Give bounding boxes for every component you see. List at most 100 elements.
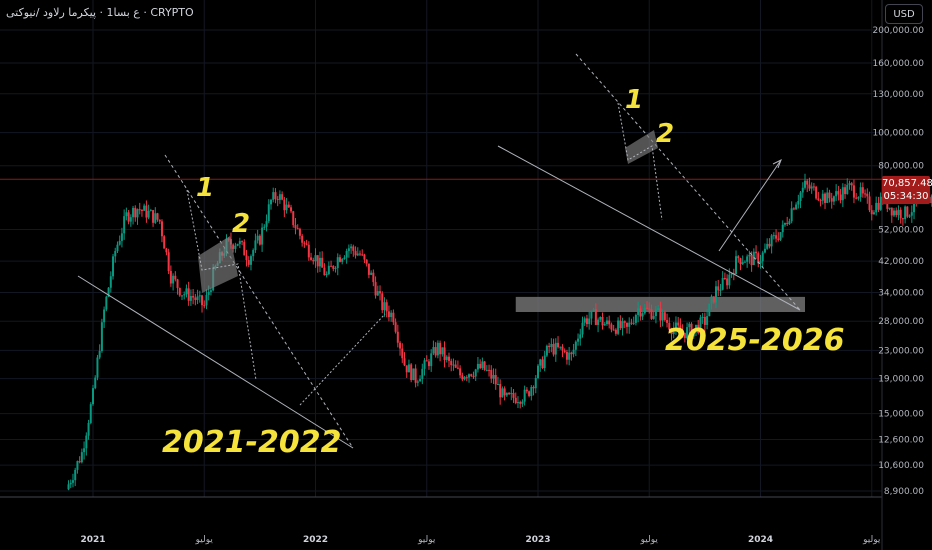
candle-body-115	[323, 267, 326, 276]
candle-body-147	[394, 322, 397, 332]
candle-body-328	[797, 201, 800, 205]
candle-body-164	[432, 347, 435, 354]
candle-body-356	[859, 187, 862, 198]
currency-button[interactable]: USD	[885, 4, 923, 24]
candle-body-230	[579, 334, 582, 339]
candle-body-192	[494, 374, 497, 385]
x-tick-label-3: 2022	[303, 535, 328, 545]
candle-body-30	[134, 207, 137, 218]
candle-body-156	[414, 368, 417, 383]
candle-body-216	[548, 345, 551, 348]
candle-body-80	[245, 255, 248, 261]
candle-body-23	[118, 240, 121, 245]
candle-body-227	[572, 349, 575, 355]
candle-body-205	[523, 389, 526, 402]
candle-body-340	[824, 193, 827, 203]
x-tick-label-1: 2021	[80, 535, 105, 545]
candle-body-42	[160, 221, 163, 237]
candle-body-349	[844, 187, 847, 195]
candle-body-185	[479, 363, 482, 369]
candle-body-45	[167, 252, 170, 271]
candle-body-173	[452, 364, 455, 366]
wave-2-box-right	[625, 130, 658, 164]
candle-body-148	[396, 331, 399, 343]
candle-body-168	[441, 347, 444, 355]
candle-body-201	[514, 397, 517, 404]
candle-body-122	[338, 257, 341, 262]
current-price-tag: 70,857.48 05:34:30	[882, 176, 932, 204]
candle-body-21	[114, 251, 117, 257]
candle-body-204	[521, 401, 524, 404]
y-tick-label-10: 19,000.00	[878, 375, 924, 385]
candle-body-31	[136, 209, 139, 218]
candle-body-339	[821, 193, 824, 201]
candle-body-241	[603, 324, 606, 326]
candle-body-240	[601, 317, 604, 326]
candle-body-327	[795, 204, 798, 210]
candle-body-243	[608, 320, 611, 325]
candle-body-158	[419, 378, 422, 382]
candle-body-196	[503, 388, 506, 396]
symbol-title[interactable]: ع بسا1 · پیکرما رلاود /نیوکتی · CRYPTO	[6, 6, 194, 19]
candle-body-77	[238, 241, 241, 244]
candle-body-82	[249, 256, 252, 265]
candle-body-234	[588, 318, 591, 325]
candle-body-306	[748, 254, 751, 257]
candle-body-237	[594, 309, 597, 325]
candle-body-50	[178, 287, 181, 296]
candle-body-114	[321, 257, 324, 268]
candle-body-225	[568, 352, 571, 360]
candle-body-167	[439, 342, 442, 355]
candle-body-325	[790, 208, 793, 222]
candle-body-171	[448, 356, 450, 361]
candle-body-281	[692, 329, 695, 337]
candle-body-245	[612, 329, 615, 331]
candle-body-84	[254, 240, 257, 251]
candle-body-112	[316, 255, 319, 267]
candle-body-290	[712, 296, 715, 303]
candle-body-107	[305, 243, 308, 245]
candle-body-5	[78, 461, 81, 463]
candle-body-197	[505, 392, 508, 396]
candle-body-91	[270, 199, 272, 205]
candle-body-274	[677, 322, 680, 326]
candle-body-155	[412, 368, 415, 381]
candle-body-92	[272, 192, 275, 200]
candle-body-154	[410, 364, 413, 381]
candle-body-373	[897, 209, 900, 216]
candle-body-141	[381, 293, 384, 311]
candle-body-136	[370, 272, 373, 275]
candle-body-11	[92, 388, 94, 405]
candle-body-143	[385, 302, 388, 312]
wave-annotations: 1 2 1 2 2021-2022 2025-2026	[162, 85, 844, 460]
candle-body-180	[468, 374, 471, 378]
candle-body-38	[152, 210, 155, 223]
candle-body-279	[688, 323, 691, 328]
candle-body-350	[846, 184, 849, 195]
candle-body-160	[423, 360, 426, 369]
candle-body-132	[361, 254, 364, 256]
trend-lines	[77, 53, 801, 449]
candle-body-105	[301, 235, 304, 243]
candle-body-231	[581, 322, 584, 335]
candle-body-359	[866, 193, 869, 197]
y-tick-label-4: 80,000.00	[878, 162, 924, 172]
candle-body-49	[176, 279, 179, 288]
candle-body-157	[416, 381, 419, 383]
recovery-line-left	[299, 313, 386, 406]
candle-body-111	[314, 255, 317, 262]
x-tick-label-8: يوليو	[862, 535, 881, 545]
candle-body-187	[483, 361, 486, 370]
projection-arrow-right	[718, 159, 782, 252]
x-tick-label-6: يوليو	[640, 535, 659, 545]
candle-body-376	[904, 206, 907, 220]
candle-body-265	[657, 308, 660, 310]
candle-body-39	[154, 213, 157, 223]
candle-body-280	[690, 323, 693, 337]
candle-body-214	[543, 355, 546, 369]
candle-body-178	[463, 377, 466, 380]
candle-body-55	[189, 296, 192, 301]
x-tick-label-7: 2024	[748, 535, 773, 545]
candle-body-43	[163, 236, 166, 249]
